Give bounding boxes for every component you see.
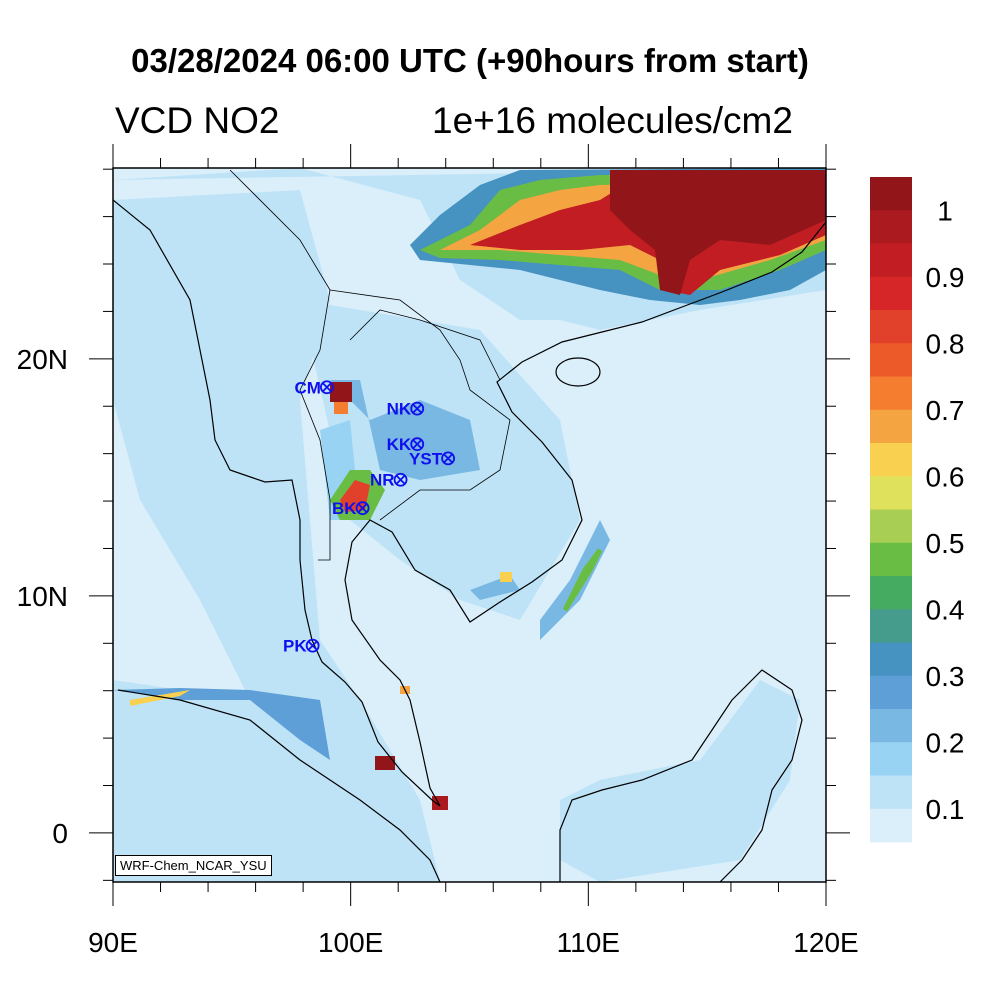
city-marker-icon [410, 437, 425, 452]
colorbar-bin [870, 775, 912, 810]
city-marker-icon [410, 401, 425, 416]
city-bk: BK [332, 499, 370, 518]
colorbar-bin [870, 243, 912, 278]
colorbar-bin [870, 542, 912, 577]
city-label: YST [409, 449, 443, 468]
city-marker-icon [305, 638, 320, 653]
city-marker-icon [441, 451, 456, 466]
colorbar-label: 0.9 [926, 262, 965, 293]
colorbar-bin [870, 576, 912, 610]
city-label: KK [387, 435, 412, 454]
colorbar-label: 0.2 [926, 727, 965, 758]
city-nk: NK [387, 400, 425, 419]
map-frame [112, 167, 827, 883]
colorbar-bin [870, 310, 912, 344]
colorbar-label: 0.6 [926, 461, 965, 492]
city-marker-cross [308, 641, 318, 651]
y-tick-label: 20N [17, 344, 68, 375]
colorbar-bin [870, 177, 912, 211]
colorbar-label: 0.5 [926, 528, 965, 559]
y-tick-label: 10N [17, 581, 68, 612]
city-cm: CM [294, 378, 334, 397]
city-marker-cross [443, 453, 453, 464]
colorbar-label: 0.1 [926, 794, 965, 825]
city-marker-cross [357, 503, 368, 513]
no2-field [113, 168, 826, 882]
model-watermark: WRF-Chem_NCAR_YSU [115, 855, 272, 876]
city-marker-cross [322, 382, 332, 392]
city-marker-icon [393, 472, 408, 487]
colorbar-bin [870, 642, 912, 677]
city-kk: KK [387, 435, 425, 454]
plot-title: 03/28/2024 06:00 UTC (+90hours from star… [131, 42, 809, 79]
city-label: NR [370, 471, 395, 490]
colorbar-bin [870, 509, 912, 544]
colorbar-label: 0.8 [926, 328, 965, 359]
x-tick-label: 110E [557, 927, 620, 958]
x-tick-label: 120E [793, 927, 858, 958]
variable-label: VCD NO2 [115, 100, 280, 141]
colorbar-bin [870, 476, 912, 510]
colorbar-label: 1 [937, 195, 953, 226]
units-label: 1e+16 molecules/cm2 [432, 100, 793, 141]
colorbar: 1 0.9 0.8 0.7 0.6 0.5 0.4 0.3 0.2 0.1 [870, 177, 964, 843]
y-tick-label: 0 [52, 818, 68, 849]
colorbar-bin [870, 376, 912, 411]
city-marker-cross [395, 475, 406, 485]
city-yst: YST [409, 449, 456, 468]
city-label: PK [283, 637, 307, 656]
colorbar-label: 0.3 [926, 661, 965, 692]
colorbar-bin [870, 609, 912, 643]
colorbar-bin [870, 443, 912, 477]
coastlines [113, 169, 826, 882]
colorbar-bin [870, 210, 912, 244]
city-marker-cross [412, 439, 422, 449]
axis-ticks: 90E 100E 110E 120E 0 10N 20N [17, 144, 859, 958]
x-tick-label: 100E [318, 927, 383, 958]
colorbar-bin [870, 409, 912, 444]
colorbar-bin [870, 709, 912, 743]
city-marker-icon [319, 380, 334, 395]
city-marker-icon [355, 501, 370, 516]
colorbar-bin [870, 276, 912, 311]
colorbar-bin [870, 808, 912, 843]
city-nr: NR [370, 471, 408, 490]
city-label: BK [332, 499, 357, 518]
city-marker-cross [412, 403, 422, 414]
city-pk: PK [283, 637, 320, 656]
x-tick-label: 90E [88, 927, 138, 958]
city-label: CM [294, 378, 320, 397]
city-label: NK [387, 400, 412, 419]
colorbar-label: 0.7 [926, 395, 965, 426]
colorbar-bin [870, 742, 912, 776]
colorbar-label: 0.4 [926, 594, 965, 625]
colorbar-bin [870, 675, 912, 710]
colorbar-bin [870, 343, 912, 377]
